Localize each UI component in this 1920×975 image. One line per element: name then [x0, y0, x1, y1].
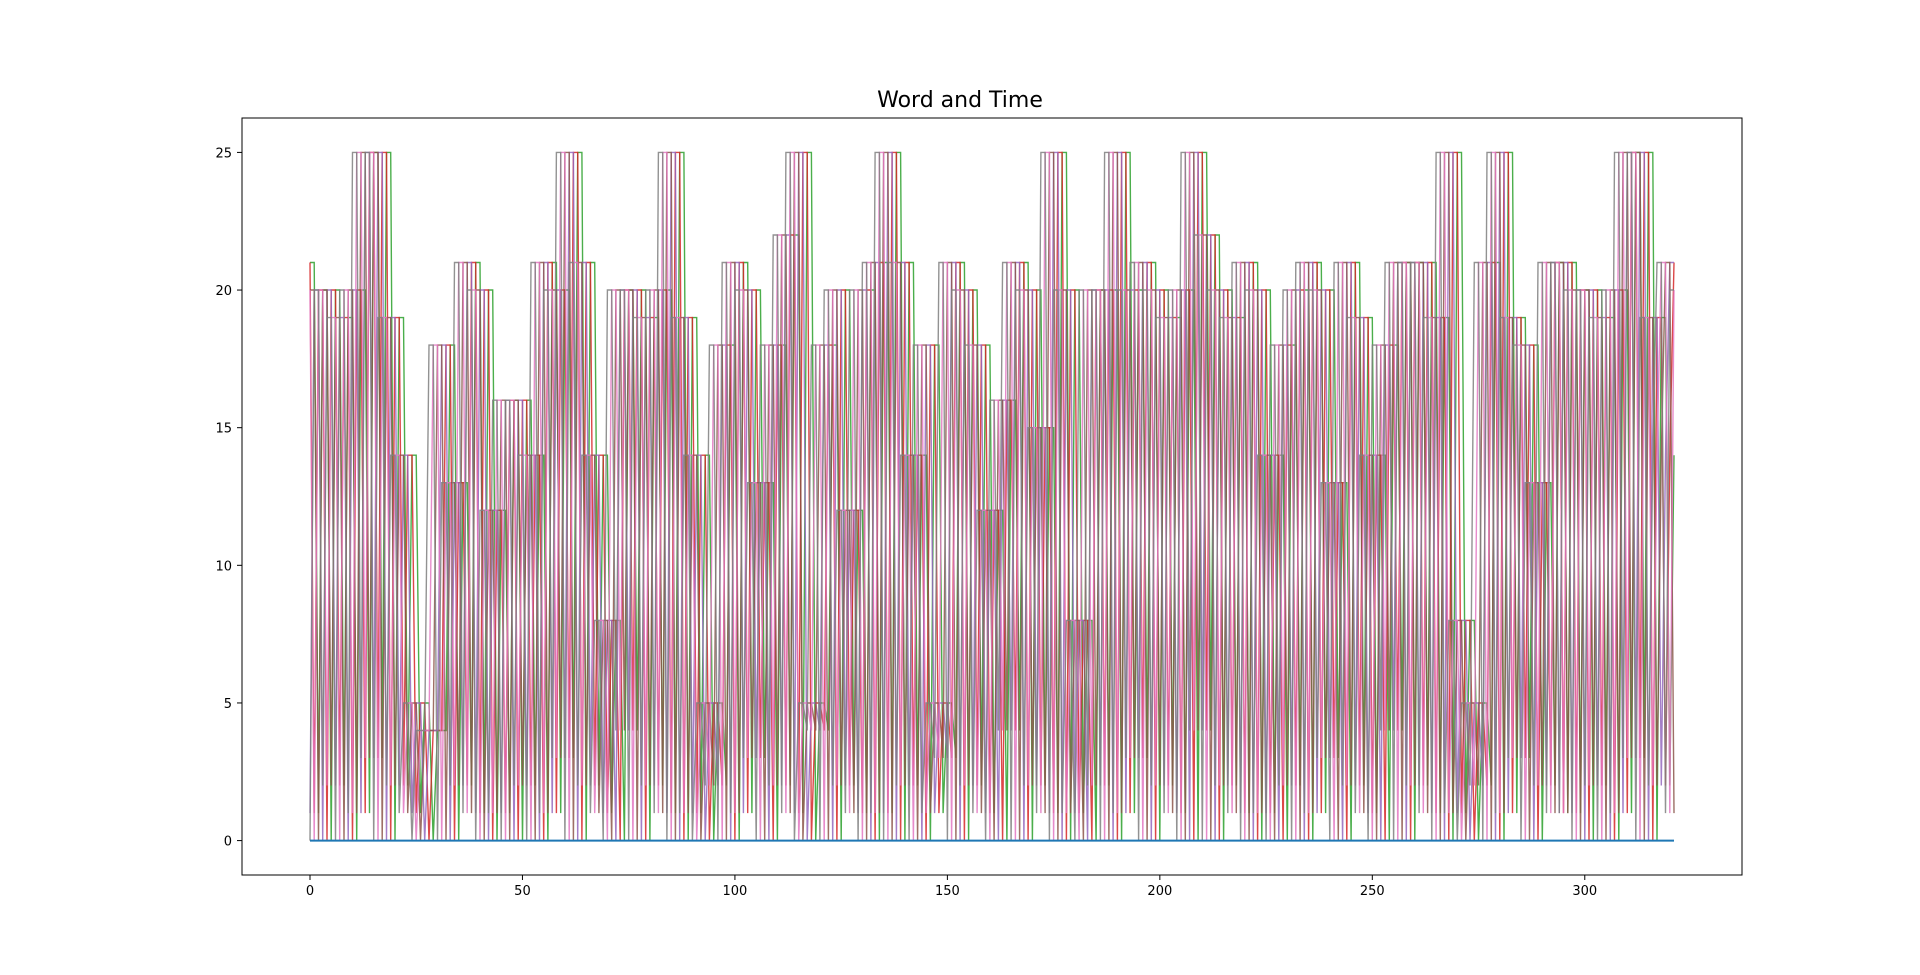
- y-tick-label: 20: [215, 284, 232, 299]
- chart-title: Word and Time: [877, 88, 1043, 113]
- series-layer: [309, 151, 1675, 842]
- y-tick-label: 0: [224, 835, 232, 850]
- x-tick-label: 250: [1360, 884, 1385, 899]
- series-line-5: [309, 151, 1675, 841]
- y-tick-label: 25: [215, 146, 232, 161]
- y-tick-label: 5: [224, 697, 232, 712]
- x-tick-label: 200: [1147, 884, 1172, 899]
- y-tick-label: 15: [215, 422, 232, 437]
- y-tick-label: 10: [215, 559, 232, 574]
- axes-layer: 0 50 100 150 200 250 300 0 5 10 15 20 25: [215, 117, 1743, 899]
- series-line-6: [309, 151, 1674, 841]
- x-tick-label: 100: [723, 884, 748, 899]
- x-tick-label: 300: [1572, 884, 1597, 899]
- x-tick-label: 50: [514, 884, 531, 899]
- plot-frame: [241, 117, 1743, 876]
- x-tick-label: 150: [935, 884, 960, 899]
- x-tick-label: 0: [306, 884, 314, 899]
